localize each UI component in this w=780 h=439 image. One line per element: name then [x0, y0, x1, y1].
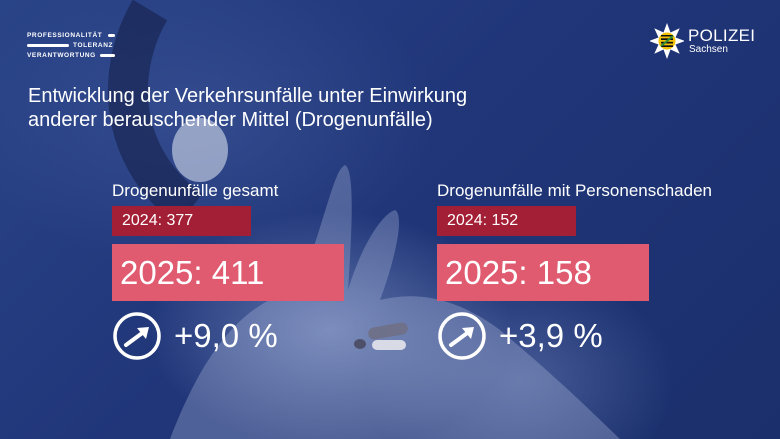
logo-text: POLIZEI Sachsen	[688, 27, 755, 55]
current-year-box: 2025: 411	[112, 244, 344, 301]
polizei-sachsen-logo: POLIZEI Sachsen	[650, 22, 755, 60]
stat-block-personal-injury: Drogenunfälle mit Personenschaden 2024: …	[437, 181, 712, 361]
motto-professionalitaet: PROFESSIONALITÄT	[27, 32, 103, 39]
logo-region: Sachsen	[689, 44, 728, 55]
page-title: Entwicklung der Verkehrsunfälle unter Ei…	[28, 84, 588, 132]
change-value: +3,9 %	[499, 317, 603, 354]
motto-row: VERANTWORTUNG	[27, 51, 115, 60]
change-value: +9,0 %	[174, 317, 278, 354]
stat-label: Drogenunfälle gesamt	[112, 181, 279, 200]
police-star-emblem-icon	[650, 23, 684, 59]
motto-row: TOLERANZ	[27, 41, 115, 50]
stat-label: Drogenunfälle mit Personenschaden	[437, 181, 713, 200]
motto-bar	[27, 44, 69, 47]
motto-block: PROFESSIONALITÄT TOLERANZ VERANTWORTUNG	[27, 31, 115, 61]
stat-block-total: Drogenunfälle gesamt 2024: 377 2025: 411…	[112, 181, 344, 361]
motto-bar	[108, 34, 115, 37]
pills-illustration	[354, 322, 408, 350]
change-row: +3,9 %	[437, 311, 712, 361]
motto-verantwortung: VERANTWORTUNG	[27, 52, 96, 59]
motto-toleranz: TOLERANZ	[73, 42, 114, 49]
title-line-2: anderer berauschender Mittel (Drogenunfä…	[28, 109, 433, 131]
logo-name: POLIZEI	[688, 26, 756, 45]
previous-year-box: 2024: 152	[437, 206, 576, 236]
motto-row: PROFESSIONALITÄT	[27, 31, 115, 40]
trend-up-icon	[438, 312, 486, 360]
previous-year-box: 2024: 377	[112, 206, 251, 236]
motto-bar	[99, 54, 115, 57]
trend-up-icon	[113, 312, 161, 360]
current-year-box: 2025: 158	[437, 244, 649, 301]
change-row: +9,0 %	[112, 311, 344, 361]
title-line-1: Entwicklung der Verkehrsunfälle unter Ei…	[28, 85, 468, 107]
